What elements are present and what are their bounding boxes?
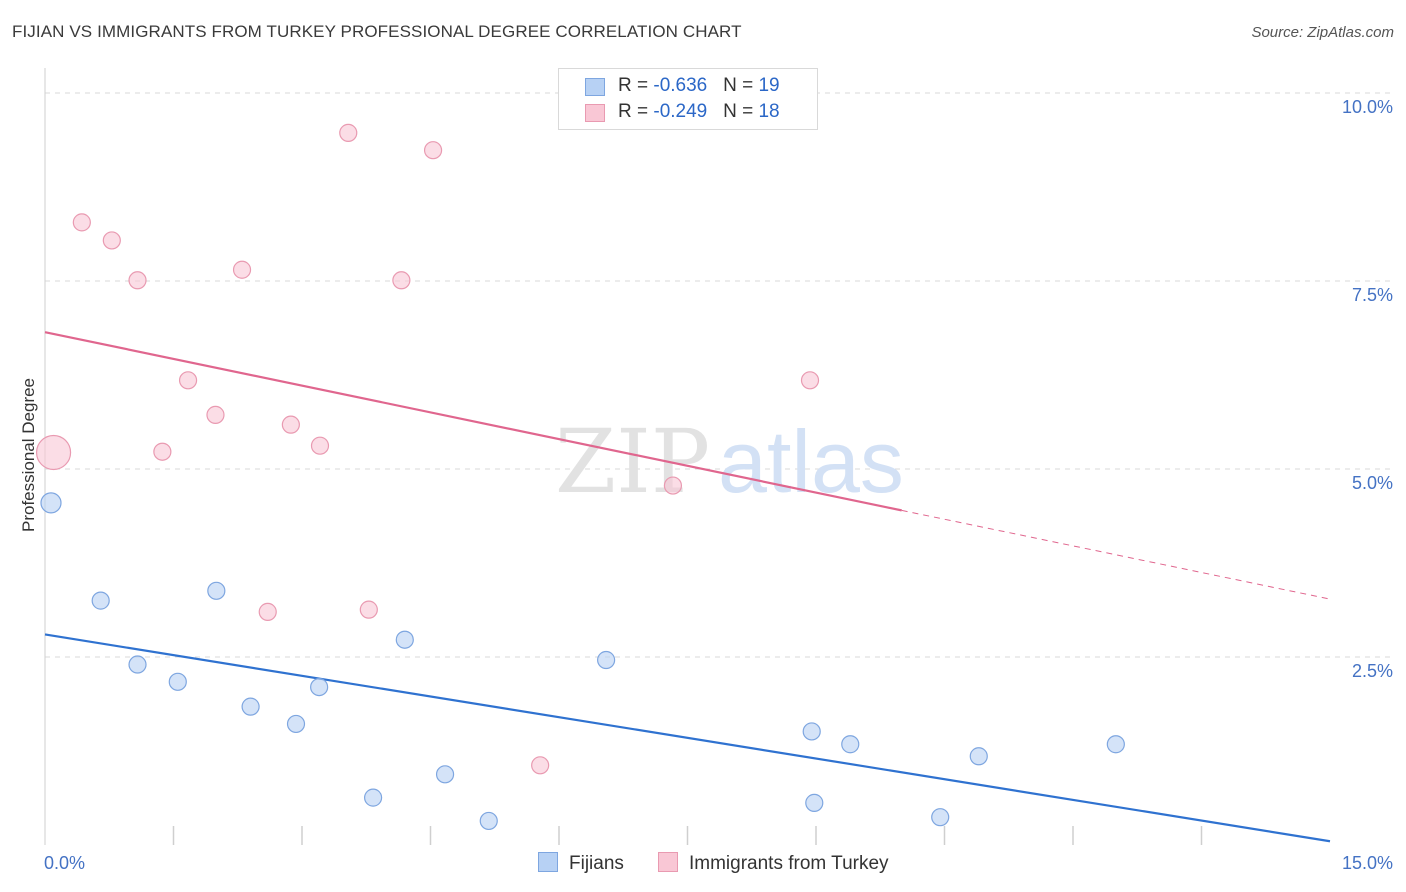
trend-line-fijians [44, 633, 1331, 843]
data-point-turkey [72, 213, 91, 232]
data-point-fijians [597, 650, 616, 670]
data-point-turkey [102, 231, 121, 250]
trend-line-turkey [44, 331, 902, 512]
data-point-turkey [35, 434, 72, 471]
gridlines [45, 92, 1395, 658]
data-point-fijians [969, 747, 988, 766]
legend-n-value: 18 [758, 101, 780, 122]
data-point-turkey [206, 405, 225, 424]
legend-r-value: -0.636 [653, 75, 708, 96]
watermark-zip: ZIP [555, 410, 710, 513]
data-point-fijians [40, 492, 62, 514]
legend-n-label: N = [723, 75, 759, 96]
legend-r-label: R = [618, 75, 654, 96]
data-point-fijians [931, 808, 950, 827]
data-point-turkey [258, 602, 277, 621]
data-point-turkey [531, 756, 550, 775]
legend-swatch-blue [585, 78, 605, 96]
tick-labels: 2.5% 5.0% 7.5% 10.0% 0.0% 15.0% [44, 97, 1393, 873]
x-tick-label: 0.0% [44, 853, 85, 873]
data-point-turkey [423, 141, 443, 160]
data-point-turkey [663, 476, 683, 495]
watermark: ZIP atlas [555, 410, 904, 513]
data-point-fijians [1106, 735, 1125, 754]
data-point-fijians [168, 672, 187, 691]
legend-r-value: -0.249 [653, 101, 708, 122]
bottom-legend-label-turkey: Immigrants from Turkey [689, 853, 889, 874]
data-point-turkey [359, 600, 378, 619]
data-points [35, 123, 1125, 831]
data-point-fijians [91, 591, 110, 610]
y-tick-label: 10.0% [1342, 97, 1393, 117]
data-point-fijians [364, 788, 383, 807]
data-point-turkey [310, 436, 330, 455]
data-point-fijians [207, 581, 226, 600]
source-label: Source: ZipAtlas.com [1251, 24, 1394, 41]
legend-n-value: 19 [758, 75, 780, 96]
data-point-fijians [479, 811, 498, 831]
bottom-legend-fijians: Fijians [538, 852, 624, 875]
data-point-turkey [128, 271, 147, 290]
legend-r-label: R = [618, 101, 654, 122]
data-point-turkey [232, 260, 252, 279]
data-point-turkey [339, 123, 358, 142]
chart-title: FIJIAN VS IMMIGRANTS FROM TURKEY PROFESS… [12, 22, 742, 41]
bottom-legend-swatch-pink [658, 852, 678, 872]
y-tick-label: 5.0% [1352, 473, 1393, 493]
y-axis-label: Professional Degree [19, 378, 38, 532]
data-point-turkey [800, 371, 820, 390]
data-point-fijians [128, 655, 147, 674]
bottom-legend-label-fijians: Fijians [569, 853, 624, 874]
watermark-atlas: atlas [718, 412, 904, 511]
bottom-legend-swatch-blue [538, 852, 558, 872]
data-point-turkey [153, 442, 172, 461]
data-point-fijians [395, 630, 414, 649]
data-point-turkey [392, 271, 411, 290]
y-tick-label: 7.5% [1352, 285, 1393, 305]
data-point-fijians [241, 697, 260, 716]
data-point-fijians [805, 793, 824, 812]
correlation-legend: R = -0.636 N = 19 R = -0.249 N = 18 [558, 68, 818, 130]
trend-line-turkey-extension [901, 509, 1331, 600]
data-point-fijians [802, 722, 821, 741]
data-point-fijians [310, 677, 329, 697]
trend-lines [44, 331, 1331, 843]
data-point-turkey [281, 415, 300, 434]
data-point-fijians [286, 714, 306, 734]
y-tick-label: 2.5% [1352, 661, 1393, 681]
data-point-fijians [841, 735, 860, 754]
x-tick-label: 15.0% [1342, 853, 1393, 873]
data-point-fijians [435, 765, 455, 784]
legend-swatch-pink [585, 104, 605, 122]
bottom-legend-turkey: Immigrants from Turkey [658, 852, 889, 875]
data-point-turkey [178, 371, 198, 390]
legend-n-label: N = [723, 101, 759, 122]
